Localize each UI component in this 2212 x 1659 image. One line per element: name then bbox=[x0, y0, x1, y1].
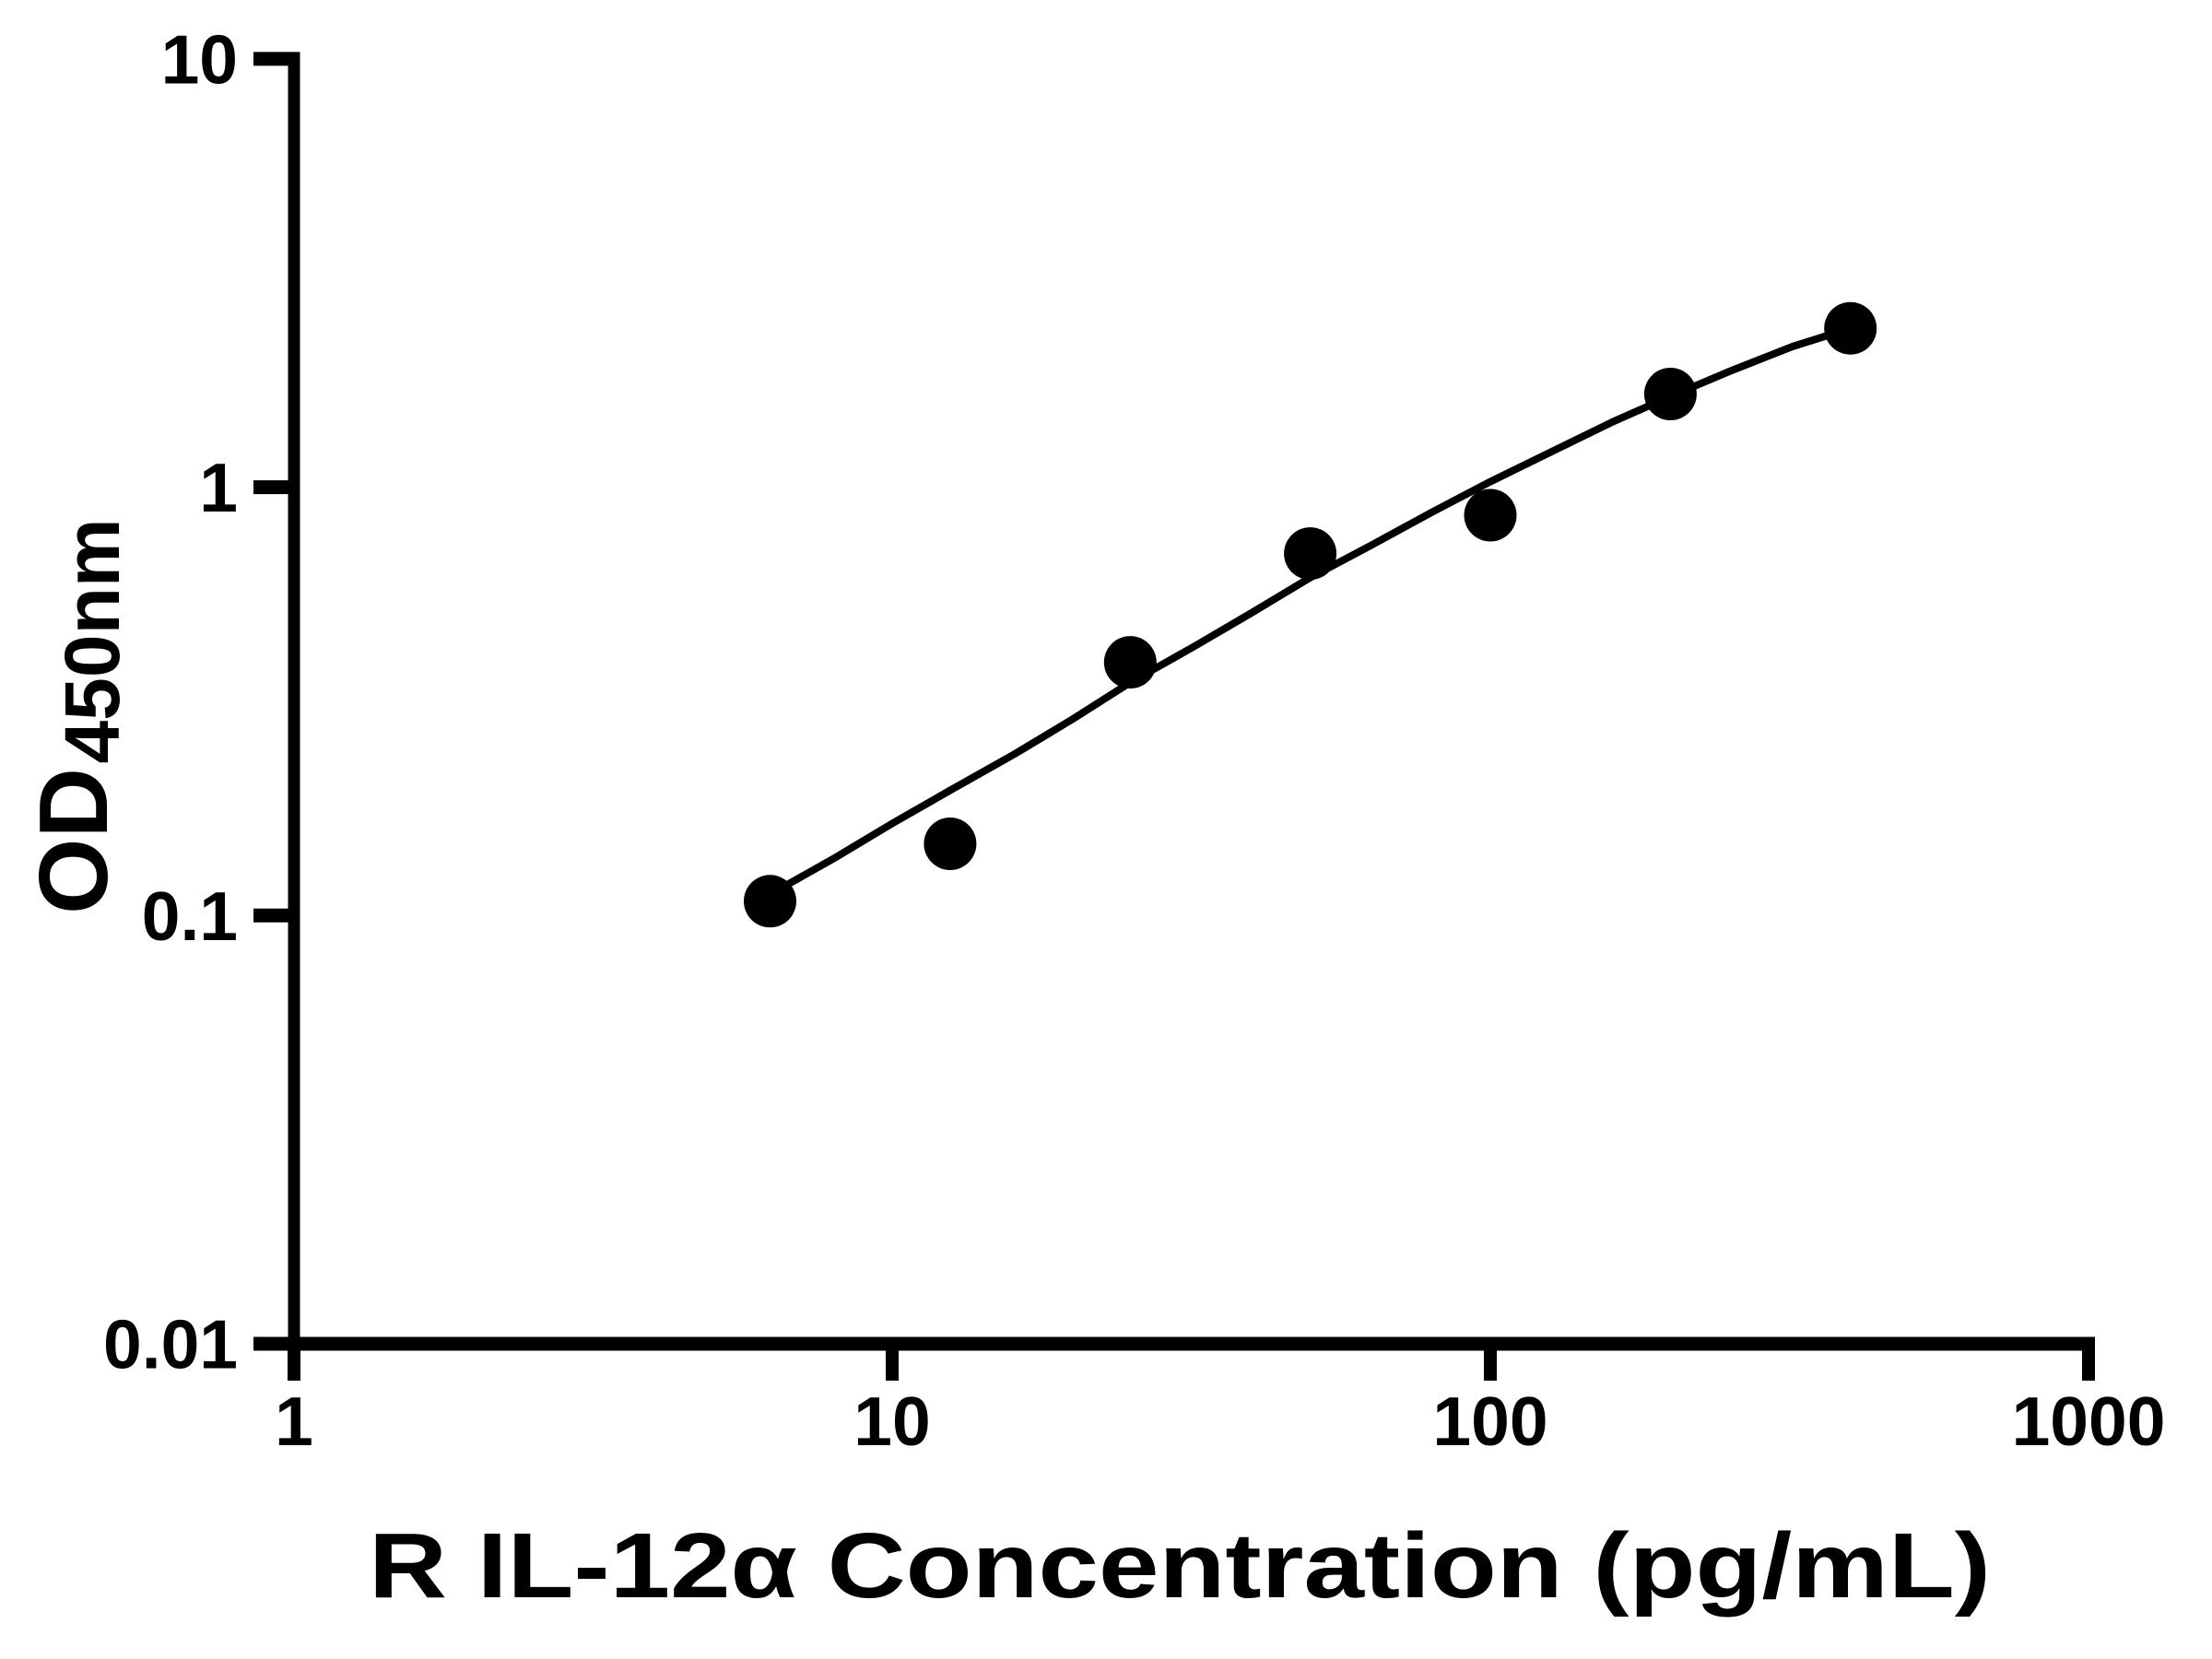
fit-curve-line bbox=[768, 324, 1852, 898]
x-tick-label-10: 10 bbox=[853, 1382, 930, 1460]
data-points bbox=[744, 301, 1877, 928]
y-axis-title-subscript: 450nm bbox=[49, 518, 135, 763]
x-tick-label-1000: 1000 bbox=[2012, 1382, 2166, 1460]
data-point bbox=[744, 875, 796, 928]
data-point bbox=[1103, 636, 1157, 689]
data-point bbox=[1643, 368, 1697, 420]
data-point bbox=[1284, 527, 1337, 581]
x-axis-title: R IL-12α Concentration (pg/mL) bbox=[369, 1514, 1991, 1618]
axes bbox=[288, 53, 2095, 1351]
x-tick-label-100: 100 bbox=[1432, 1382, 1547, 1460]
y-tick-label-0.1: 0.1 bbox=[142, 877, 238, 955]
y-tick-label-10: 10 bbox=[161, 20, 238, 98]
axis-ticks bbox=[253, 52, 2095, 1381]
y-axis-title: OD 450nm bbox=[19, 518, 135, 914]
y-tick-label-0.01: 0.01 bbox=[103, 1306, 238, 1383]
y-axis-title-main: OD bbox=[19, 768, 128, 914]
data-point bbox=[1464, 488, 1517, 542]
data-point bbox=[924, 818, 977, 870]
axis-tick-labels: 10 1 0.1 0.01 1 10 100 1000 bbox=[103, 20, 2165, 1460]
y-tick-label-1: 1 bbox=[199, 449, 238, 526]
x-tick-label-1: 1 bbox=[275, 1382, 313, 1460]
data-point bbox=[1824, 301, 1877, 355]
